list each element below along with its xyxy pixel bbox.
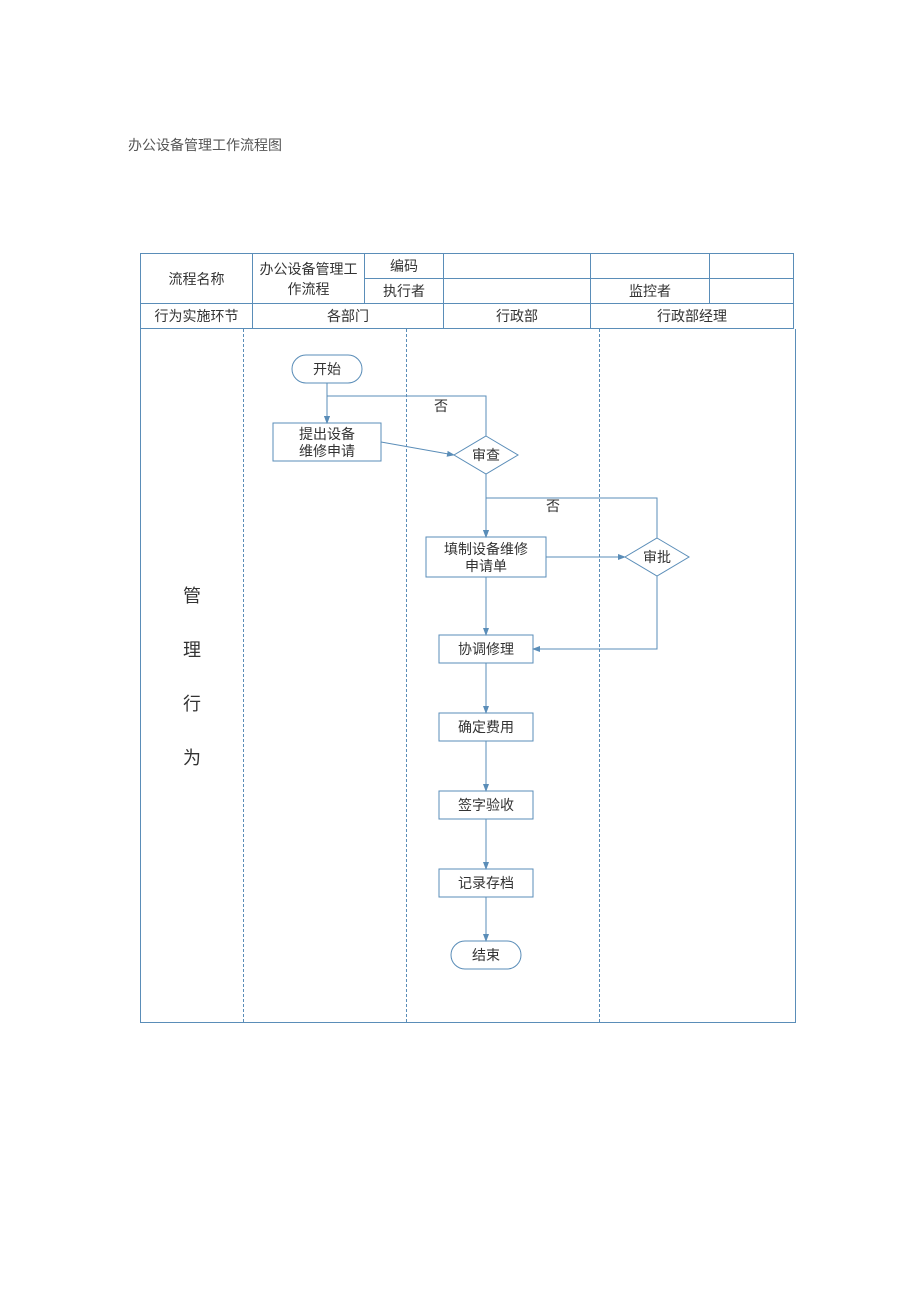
node-label: 签字验收 (458, 797, 514, 814)
node-label: 开始 (313, 362, 341, 378)
executor-value (444, 279, 591, 304)
blank-cell (591, 254, 710, 279)
process-name-label: 流程名称 (141, 254, 253, 304)
flowchart-area: 管 理 行 为 开始提出设备维修申请审查填制设备维修申请单审批协调修理确定费用签… (140, 329, 796, 1023)
edge-label: 否 (434, 400, 448, 415)
blank-cell (710, 254, 794, 279)
col-mgr-header: 行政部经理 (591, 304, 794, 329)
header-table: 流程名称 办公设备管理工作流程 编码 执行者 监控者 行为实施环节 各部门 行政… (140, 253, 794, 329)
page-title: 办公设备管理工作流程图 (128, 135, 282, 155)
node-label: 结束 (472, 948, 500, 964)
monitor-label: 监控者 (591, 279, 710, 304)
node-label: 协调修理 (458, 642, 514, 658)
edge (533, 576, 657, 649)
node-label: 记录存档 (458, 876, 514, 892)
executor-label: 执行者 (365, 279, 444, 304)
code-value (444, 254, 591, 279)
node-label: 审查 (472, 448, 500, 464)
edge (486, 498, 657, 538)
edge-label: 否 (546, 500, 560, 515)
node-label: 申请单 (465, 559, 507, 575)
code-label: 编码 (365, 254, 444, 279)
node-label: 提出设备 (299, 426, 355, 443)
node-label: 确定费用 (458, 720, 514, 736)
node-label: 维修申请 (299, 444, 355, 460)
stage-label: 行为实施环节 (141, 304, 253, 329)
node-label: 审批 (643, 550, 671, 566)
col-admin-header: 行政部 (444, 304, 591, 329)
edge (381, 442, 454, 455)
node-label: 填制设备维修 (444, 541, 528, 558)
diagram: 流程名称 办公设备管理工作流程 编码 执行者 监控者 行为实施环节 各部门 行政… (140, 253, 794, 1016)
flowchart-svg: 开始提出设备维修申请 审查填制设备维修申请单 审批协调修理确定费用签字验收记录存档结… (141, 329, 795, 1022)
col-dept-header: 各部门 (253, 304, 444, 329)
process-name-value: 办公设备管理工作流程 (253, 254, 365, 304)
monitor-value (710, 279, 794, 304)
